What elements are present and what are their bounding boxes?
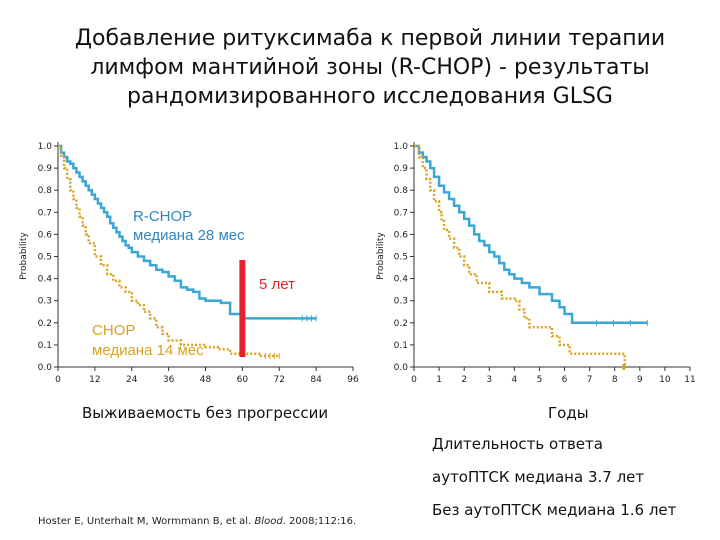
x-tick-label: 3 bbox=[486, 375, 492, 385]
x-tick-label: 9 bbox=[637, 375, 643, 385]
x-tick-label: 0 bbox=[55, 375, 61, 385]
y-tick-label: 0.3 bbox=[394, 297, 408, 307]
reference-authors: Hoster E, Unterhalt M, Wormmann B, et al… bbox=[38, 516, 255, 527]
rchop-label: R-CHOP bbox=[133, 208, 192, 225]
pfs-chart: 0.0 0.1 0.2 0.3 0.4 0.5 0.6 0.7 0.8 0.9 1.0 0 12 24 36… bbox=[19, 142, 359, 385]
y-tick-label: 0.0 bbox=[38, 363, 53, 373]
y-tick-label: 0.4 bbox=[394, 275, 409, 285]
rchop-median-label: медиана 28 мес bbox=[133, 227, 245, 244]
chop-median-label: медиана 14 мес bbox=[92, 342, 204, 359]
x-tick-label: 11 bbox=[684, 375, 695, 385]
reference-journal: Blood bbox=[254, 516, 283, 527]
y-tick-label: 0.2 bbox=[38, 319, 52, 329]
y-tick-label: 0.8 bbox=[394, 186, 409, 196]
x-tick-label: 12 bbox=[89, 375, 100, 385]
x-tick-label: 5 bbox=[537, 375, 543, 385]
y-axis-label: Probability bbox=[19, 232, 29, 280]
no-auto-transplant-median: Без аутоПТСК медиана 1.6 лет bbox=[432, 501, 677, 519]
y-axis-label: Probability bbox=[376, 232, 386, 280]
y-tick-label: 0.9 bbox=[394, 164, 409, 174]
y-tick-label: 1.0 bbox=[38, 142, 53, 152]
slide-title: Добавление ритуксимаба к первой линии те… bbox=[74, 26, 666, 109]
y-tick-label: 0.5 bbox=[38, 253, 52, 263]
y-tick-label: 0.1 bbox=[38, 341, 52, 351]
y-tick-label: 0.3 bbox=[38, 297, 52, 307]
orange-survival-curve bbox=[414, 144, 627, 367]
x-tick-label: 60 bbox=[237, 375, 249, 385]
chop-label: CHOP bbox=[92, 322, 135, 339]
orange-survival-curve bbox=[58, 144, 280, 358]
x-tick-label: 7 bbox=[587, 375, 593, 385]
y-tick-label: 0.7 bbox=[394, 208, 408, 218]
five-year-label: 5 лет bbox=[259, 276, 295, 293]
x-tick-label: 2 bbox=[461, 375, 467, 385]
response-duration-label: Длительность ответа bbox=[432, 435, 603, 453]
x-tick-label: 4 bbox=[511, 375, 517, 385]
x-tick-label: 48 bbox=[200, 375, 212, 385]
x-tick-label: 24 bbox=[126, 375, 138, 385]
reference-details: . 2008;112:16. bbox=[282, 516, 357, 527]
x-tick-label: 0 bbox=[411, 375, 417, 385]
auto-transplant-median: аутоПТСК медиана 3.7 лет bbox=[432, 468, 645, 486]
x-tick-label: 6 bbox=[562, 375, 568, 385]
right-axis-caption: Годы bbox=[548, 404, 589, 422]
y-tick-label: 0.6 bbox=[394, 230, 409, 240]
y-tick-label: 0.6 bbox=[38, 230, 53, 240]
x-tick-label: 72 bbox=[274, 375, 285, 385]
reference-citation: Hoster E, Unterhalt M, Wormmann B, et al… bbox=[38, 516, 356, 527]
y-tick-label: 0.1 bbox=[394, 341, 408, 351]
y-tick-label: 0.7 bbox=[38, 208, 52, 218]
y-tick-label: 0.8 bbox=[38, 186, 53, 196]
x-tick-label: 96 bbox=[347, 375, 359, 385]
blue-survival-curve bbox=[414, 144, 648, 325]
x-tick-label: 1 bbox=[436, 375, 442, 385]
y-tick-label: 1.0 bbox=[394, 142, 409, 152]
y-tick-label: 0.0 bbox=[394, 363, 409, 373]
left-chart-caption: Выживаемость без прогрессии bbox=[82, 404, 329, 422]
y-tick-label: 0.4 bbox=[38, 275, 53, 285]
y-tick-label: 0.2 bbox=[394, 319, 408, 329]
blue-survival-curve bbox=[58, 144, 317, 320]
x-tick-label: 8 bbox=[612, 375, 618, 385]
x-tick-label: 36 bbox=[163, 375, 175, 385]
y-tick-label: 0.5 bbox=[394, 253, 408, 263]
response-duration-chart: 0.0 0.1 0.2 0.3 0.4 0.5 0.6 0.7 0.8 0.9 1.0 0 1 2 3 4 5 6… bbox=[376, 142, 696, 385]
x-tick-label: 10 bbox=[659, 375, 671, 385]
x-tick-label: 84 bbox=[310, 375, 322, 385]
y-tick-label: 0.9 bbox=[38, 164, 53, 174]
